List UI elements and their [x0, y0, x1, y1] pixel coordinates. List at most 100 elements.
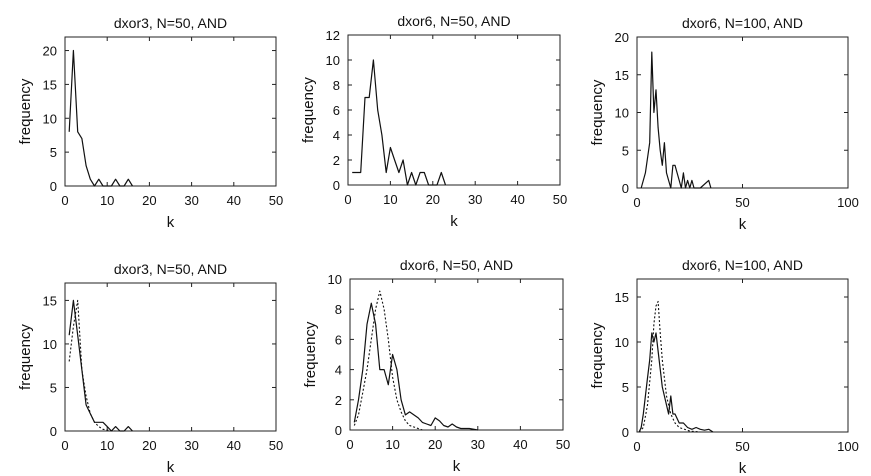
plot-frame [349, 278, 564, 431]
x-axis-label: k [450, 213, 458, 230]
y-tick-label: 0 [50, 179, 57, 194]
x-tick-label: 10 [385, 437, 399, 452]
chart-title: dxor6, N=50, AND [400, 257, 513, 273]
x-tick-label: 100 [837, 439, 859, 454]
y-tick-label: 0 [50, 424, 57, 439]
plot-frame [64, 36, 277, 187]
y-tick-label: 10 [43, 111, 57, 126]
y-axis-label: frequency [17, 78, 34, 144]
y-tick-label: 10 [43, 337, 57, 352]
y-tick-label: 0 [333, 178, 340, 193]
x-tick-label: 40 [227, 438, 241, 453]
x-tick-label: 40 [227, 193, 241, 208]
x-tick-label: 0 [633, 195, 640, 210]
plot-frame [347, 34, 561, 186]
x-axis-label: k [453, 458, 461, 475]
subplot-3: dxor6, N=100, AND 0 50 100 0 5 10 15 20 k frequenc… [589, 15, 859, 233]
x-tick-label: 0 [61, 193, 68, 208]
series-line-solid [353, 302, 478, 431]
y-tick-label: 20 [615, 30, 629, 45]
x-axis-label: k [167, 214, 175, 231]
y-axis-label: frequency [589, 79, 606, 145]
x-tick-label: 50 [556, 437, 570, 452]
series-line-solid [638, 332, 714, 433]
y-axis-label: frequency [589, 322, 606, 388]
x-axis-label: k [167, 459, 175, 476]
subplot-5: dxor6, N=50, AND 0 10 20 30 40 50 0 2 4 6 8 10 k frequ… [302, 257, 570, 475]
y-tick-label: 8 [333, 78, 340, 93]
plot-frame [636, 36, 849, 189]
series-line-dotted [353, 290, 423, 431]
y-tick-label: 6 [333, 103, 340, 118]
y-tick-label: 4 [333, 128, 340, 143]
y-tick-label: 0 [622, 181, 629, 196]
x-tick-label: 50 [735, 195, 749, 210]
series-line-dotted [638, 300, 701, 433]
chart-title: dxor6, N=50, AND [397, 13, 510, 29]
y-tick-label: 15 [43, 293, 57, 308]
y-tick-label: 6 [335, 332, 342, 347]
y-tick-label: 8 [335, 302, 342, 317]
x-tick-label: 10 [383, 192, 397, 207]
x-axis-label: k [739, 460, 747, 476]
y-tick-label: 5 [622, 380, 629, 395]
y-tick-label: 10 [326, 53, 340, 68]
x-tick-label: 50 [735, 439, 749, 454]
x-tick-label: 0 [61, 438, 68, 453]
subplot-2: dxor6, N=50, AND 0 10 20 30 40 50 0 2 4 6 8 10 12 k fre… [300, 13, 567, 230]
x-tick-label: 50 [269, 193, 283, 208]
x-tick-label: 40 [510, 192, 524, 207]
y-axis-label: frequency [302, 321, 319, 387]
x-tick-label: 10 [100, 193, 114, 208]
subplot-6: dxor6, N=100, AND 0 50 100 0 5 10 15 k frequency [589, 257, 859, 476]
chart-title: dxor6, N=100, AND [682, 15, 803, 31]
x-tick-label: 30 [184, 438, 198, 453]
y-tick-label: 10 [615, 335, 629, 350]
y-tick-label: 5 [50, 380, 57, 395]
y-tick-label: 10 [328, 272, 342, 287]
x-tick-label: 20 [428, 437, 442, 452]
subplot-1: dxor3, N=50, AND 0 10 20 30 40 50 0 5 10 15 20 k freq… [17, 15, 283, 231]
x-tick-label: 20 [142, 438, 156, 453]
y-tick-label: 2 [335, 393, 342, 408]
y-tick-label: 15 [615, 68, 629, 83]
y-tick-label: 15 [43, 77, 57, 92]
y-tick-label: 0 [335, 423, 342, 438]
y-tick-label: 10 [615, 106, 629, 121]
y-tick-label: 20 [43, 44, 57, 59]
series-line-solid [68, 49, 134, 187]
y-axis-label: frequency [300, 77, 317, 143]
series-line-solid [352, 59, 447, 186]
x-tick-label: 50 [269, 438, 283, 453]
chart-title: dxor3, N=50, AND [114, 15, 227, 31]
x-tick-label: 0 [344, 192, 351, 207]
x-tick-label: 30 [184, 193, 198, 208]
series-line-dotted [68, 299, 116, 432]
x-tick-label: 50 [553, 192, 567, 207]
series-line-solid [640, 51, 712, 189]
y-tick-label: 5 [622, 143, 629, 158]
plot-frame [64, 282, 277, 432]
x-tick-label: 30 [468, 192, 482, 207]
x-tick-label: 20 [142, 193, 156, 208]
y-tick-label: 0 [622, 425, 629, 440]
y-tick-label: 12 [326, 28, 340, 43]
x-tick-label: 0 [633, 439, 640, 454]
chart-title: dxor3, N=50, AND [114, 261, 227, 277]
chart-title: dxor6, N=100, AND [682, 257, 803, 273]
x-tick-label: 20 [426, 192, 440, 207]
x-tick-label: 30 [471, 437, 485, 452]
y-tick-label: 15 [615, 290, 629, 305]
x-tick-label: 40 [513, 437, 527, 452]
series-line-solid [68, 299, 133, 432]
x-axis-label: k [739, 216, 747, 233]
y-axis-label: frequency [17, 324, 34, 390]
y-tick-label: 4 [335, 363, 342, 378]
x-tick-label: 0 [346, 437, 353, 452]
y-tick-label: 2 [333, 153, 340, 168]
subplot-4: dxor3, N=50, AND 0 10 20 30 40 50 0 5 10 15 k freque… [17, 261, 283, 476]
x-tick-label: 10 [100, 438, 114, 453]
y-tick-label: 5 [50, 145, 57, 160]
x-tick-label: 100 [837, 195, 859, 210]
